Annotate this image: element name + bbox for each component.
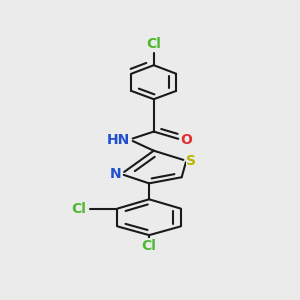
- Text: Cl: Cl: [71, 202, 86, 216]
- Text: HN: HN: [106, 133, 130, 147]
- Text: N: N: [110, 167, 121, 181]
- Text: S: S: [186, 154, 196, 168]
- Text: Cl: Cl: [142, 239, 157, 253]
- Text: Cl: Cl: [146, 37, 161, 51]
- Text: O: O: [181, 133, 193, 147]
